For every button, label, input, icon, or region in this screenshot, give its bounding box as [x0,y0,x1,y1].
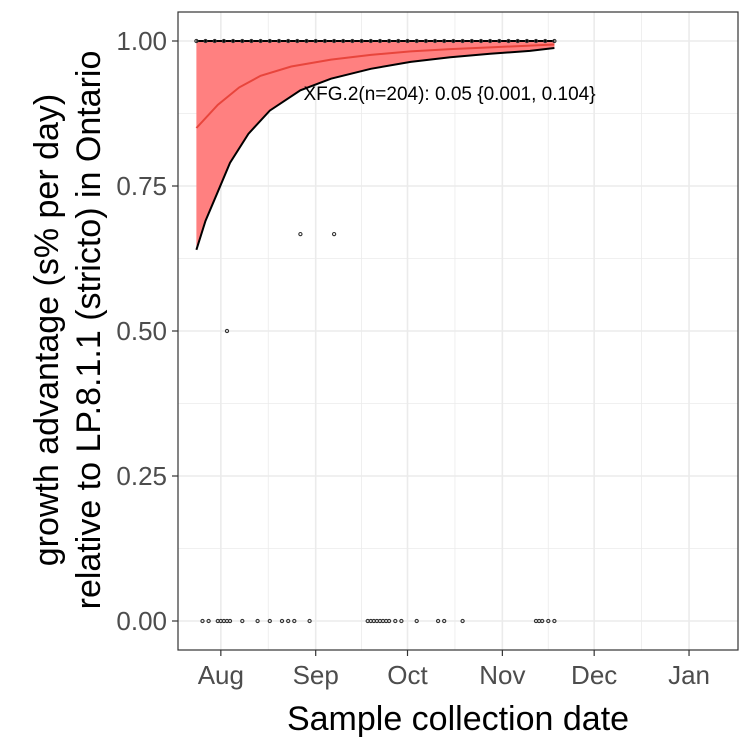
data-point [267,38,272,44]
data-point [414,38,419,44]
data-point [359,38,364,44]
x-axis-ticks: Aug Sep Oct Nov Dec Jan [198,650,710,690]
data-point [279,618,285,624]
ci-lower-line [195,47,555,251]
data-point [286,618,291,624]
data-point [341,38,346,44]
data-points [194,38,557,624]
data-point [255,618,260,624]
data-point [540,618,545,624]
data-point [460,38,465,44]
data-point [258,38,263,44]
data-point [295,38,300,44]
confidence-ribbon [196,41,555,250]
data-point [206,618,211,624]
y-tick-label: 0.50 [116,316,167,346]
data-point [432,38,438,44]
y-axis-title-line-2: relative to LP.8.1.1 (stricto) in Ontari… [70,51,108,610]
data-point [386,618,392,624]
data-point [451,38,456,44]
data-point [240,38,245,44]
data-point [368,38,373,44]
y-tick-label: 1.00 [116,26,167,56]
data-point [267,618,272,624]
data-point [543,38,548,44]
data-point [423,38,429,44]
data-point [393,618,398,624]
data-point [396,38,401,44]
data-point [435,618,441,624]
x-tick-label: Oct [387,660,428,690]
data-point [460,618,465,624]
data-point [487,38,493,44]
data-point [292,618,297,624]
y-tick-label: 0.75 [116,171,167,201]
data-point [194,38,199,44]
data-point [227,618,233,624]
data-point [331,231,337,237]
data-point [230,38,236,44]
x-tick-label: Dec [571,660,617,690]
data-point [203,38,208,44]
x-tick-label: Nov [479,660,525,690]
data-point [386,38,392,44]
data-point [221,38,227,44]
data-point [377,38,383,44]
data-point [240,618,245,624]
estimate-annotation: XFG.2(n=204): 0.05 {0.001, 0.104} [304,84,596,105]
data-point [313,38,318,44]
data-point [552,38,557,44]
y-axis-title-line-1: growth advantage (s% per day) [28,94,66,566]
data-point [224,328,230,334]
data-point [399,618,404,624]
y-tick-label: 0.00 [116,606,167,636]
data-point [298,231,303,237]
data-point [442,618,447,624]
data-point [304,38,309,44]
data-point [515,38,520,44]
data-point [350,38,355,44]
x-tick-label: Sep [293,660,339,690]
x-axis-title: Sample collection date [287,700,629,738]
data-point [552,618,557,624]
data-point [405,38,410,44]
fit-curve [195,43,555,129]
data-point [286,38,291,44]
data-point [533,38,539,44]
x-tick-label: Jan [668,660,710,690]
data-point [497,38,502,44]
data-point [478,38,484,44]
data-point [276,38,282,44]
data-point [307,618,312,624]
data-point [200,618,205,624]
y-axis-title: growth advantage (s% per day) relative t… [28,51,108,610]
x-tick-label: Aug [198,660,244,690]
data-point [331,38,337,44]
data-point [506,38,511,44]
data-point [414,618,419,624]
y-tick-label: 0.25 [116,461,167,491]
data-point [249,38,254,44]
data-point [322,38,328,44]
y-axis-ticks: 0.00 0.25 0.50 0.75 1.00 [116,26,178,636]
data-point [546,618,551,624]
data-point [212,38,217,44]
data-point [469,38,474,44]
data-point [442,38,447,44]
data-point [524,38,530,44]
